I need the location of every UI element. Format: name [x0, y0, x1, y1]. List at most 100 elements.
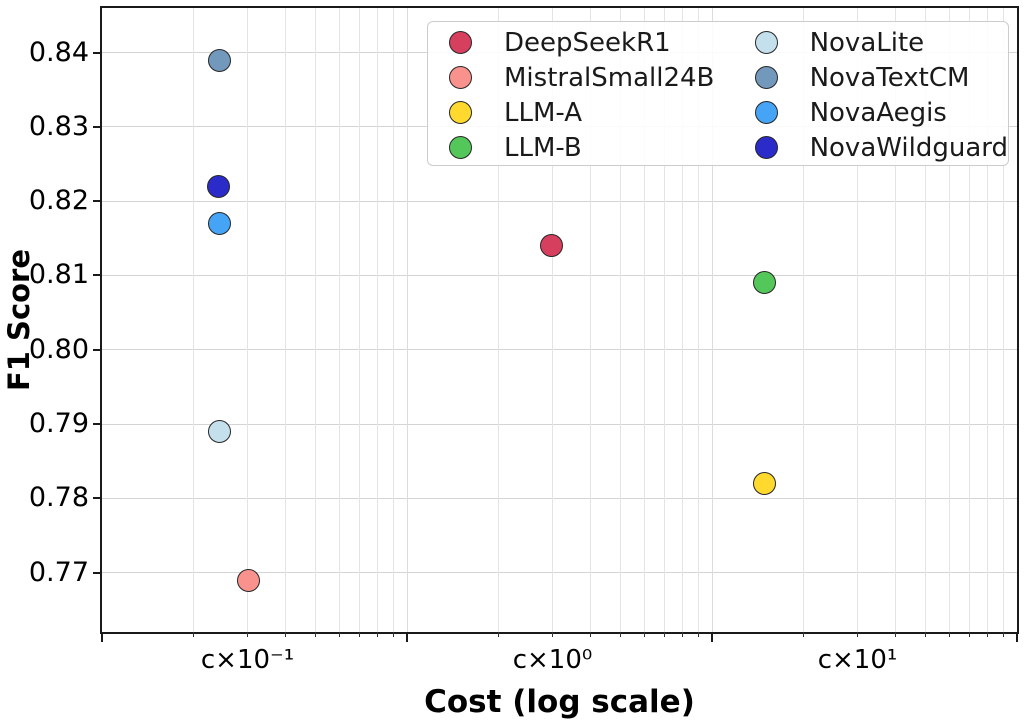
legend-label-NovaWildguard: NovaWildguard — [809, 132, 1008, 163]
legend-marker-icon-NovaAegis — [754, 101, 778, 124]
y-tick-0.77 — [93, 571, 102, 574]
data-point-NovaTextCM — [207, 48, 231, 72]
x-tick-minor-8e0 — [681, 632, 683, 637]
y-axis-title: F1 Score — [2, 248, 36, 392]
x-tick-minor-7e0 — [664, 632, 666, 637]
x-tick-label-c×10⁻¹: c×10⁻¹ — [200, 645, 295, 675]
gridline-x-minor-9e1 — [1002, 8, 1004, 632]
gridline-x-minor-7e-1 — [359, 8, 361, 632]
legend-marker-icon-DeepSeekR1 — [449, 31, 472, 54]
x-tick-minor-9e0 — [697, 632, 699, 637]
legend-label-MistralSmall24B: MistralSmall24B — [504, 62, 715, 93]
x-tick-minor-2e-1 — [193, 632, 195, 637]
gridline-x-minor-4e-1 — [285, 8, 287, 632]
legend-item-NovaWildguard: NovaWildguard — [754, 130, 1008, 165]
data-point-LLM-A — [753, 471, 777, 495]
legend-label-NovaTextCM: NovaTextCM — [809, 62, 970, 93]
x-tick-minor-2e0 — [498, 632, 500, 637]
y-tick-0.81 — [93, 274, 102, 277]
gridline-y-0.78 — [102, 497, 1017, 499]
legend-marker-icon-NovaLite — [754, 31, 778, 54]
x-tick-minor-9e1 — [1002, 632, 1004, 637]
legend-marker-icon-LLM-B — [449, 136, 472, 159]
data-point-LLM-B — [753, 271, 777, 295]
y-tick-label-0.81: 0.81 — [28, 259, 89, 291]
y-tick-0.83 — [93, 125, 102, 128]
x-tick-label-c×10⁰: c×10⁰ — [512, 645, 593, 675]
gridline-y-0.77 — [102, 572, 1017, 574]
x-tick-minor-7e-1 — [359, 632, 361, 637]
legend-marker-icon-NovaWildguard — [754, 136, 778, 159]
x-tick-major-1e0 — [406, 632, 408, 642]
gridline-x-minor-5e0 — [619, 8, 621, 632]
gridline-x-minor-4e0 — [590, 8, 592, 632]
gridline-y-0.81 — [102, 274, 1017, 276]
legend-column-2: NovaLite NovaTextCM NovaAegis NovaWildguard — [754, 25, 1008, 165]
gridline-x-minor-7e1 — [969, 8, 971, 632]
x-tick-minor-5e1 — [924, 632, 926, 637]
gridline-x-minor-8e0 — [681, 8, 683, 632]
x-tick-minor-3e-1 — [247, 632, 249, 637]
legend-item-NovaLite: NovaLite — [754, 25, 1008, 60]
gridline-x-minor-5e1 — [924, 8, 926, 632]
legend: DeepSeekR1 MistralSmall24B LLM-A LLM-B Nova… — [427, 21, 1009, 166]
gridline-x-minor-9e-1 — [392, 8, 394, 632]
gridline-y-0.79 — [102, 423, 1017, 425]
y-tick-label-0.79: 0.79 — [28, 408, 89, 439]
gridline-x-decade-1e1 — [711, 8, 713, 632]
x-tick-minor-4e-1 — [285, 632, 287, 637]
x-tick-major-1e2 — [1016, 632, 1018, 642]
y-tick-label-0.77: 0.77 — [28, 556, 89, 588]
x-tick-minor-4e0 — [590, 632, 592, 637]
x-tick-minor-6e1 — [948, 632, 950, 637]
x-tick-major-1e-1 — [101, 632, 103, 642]
x-tick-minor-8e-1 — [376, 632, 378, 637]
x-tick-minor-6e0 — [643, 632, 645, 637]
gridline-x-minor-3e-1 — [247, 8, 249, 632]
y-tick-0.82 — [93, 200, 102, 203]
gridline-x-minor-7e0 — [664, 8, 666, 632]
legend-item-DeepSeekR1: DeepSeekR1 — [449, 25, 755, 60]
legend-marker-icon-MistralSmall24B — [449, 66, 472, 89]
y-tick-0.79 — [93, 423, 102, 425]
x-tick-minor-2e1 — [803, 632, 805, 637]
legend-marker-icon-LLM-A — [449, 101, 472, 124]
gridline-x-minor-4e1 — [895, 8, 897, 632]
x-tick-minor-9e-1 — [392, 632, 394, 637]
gridline-x-decade-1e0 — [406, 8, 408, 632]
gridline-y-0.80 — [102, 349, 1017, 351]
x-tick-minor-8e1 — [986, 632, 988, 637]
gridline-y-0.82 — [102, 200, 1017, 202]
x-tick-minor-5e-1 — [314, 632, 316, 637]
gridline-x-minor-2e1 — [803, 8, 805, 632]
y-tick-label-0.84: 0.84 — [28, 36, 89, 68]
legend-item-MistralSmall24B: MistralSmall24B — [449, 60, 755, 95]
gridline-x-minor-2e0 — [498, 8, 500, 632]
legend-marker-icon-NovaTextCM — [754, 66, 778, 89]
gridline-x-minor-3e0 — [552, 8, 554, 632]
x-tick-minor-3e1 — [857, 632, 859, 637]
data-point-NovaWildguard — [207, 174, 230, 198]
y-tick-0.80 — [93, 348, 102, 351]
y-tick-0.78 — [93, 497, 102, 500]
data-point-DeepSeekR1 — [540, 234, 564, 258]
gridline-x-minor-9e0 — [697, 8, 699, 632]
x-tick-minor-6e-1 — [338, 632, 340, 637]
x-tick-minor-5e0 — [619, 632, 621, 637]
gridline-x-minor-3e1 — [857, 8, 859, 632]
x-tick-major-1e1 — [711, 632, 713, 642]
x-tick-minor-7e1 — [969, 632, 971, 637]
x-tick-label-c×10¹: c×10¹ — [817, 645, 898, 675]
y-tick-0.84 — [93, 51, 102, 54]
y-tick-label-0.82: 0.82 — [28, 185, 89, 217]
gridline-x-minor-2e-1 — [193, 8, 195, 632]
gridline-x-minor-5e-1 — [314, 8, 316, 632]
legend-label-NovaAegis: NovaAegis — [809, 97, 947, 128]
y-tick-label-0.83: 0.83 — [28, 110, 89, 142]
legend-label-NovaLite: NovaLite — [809, 27, 925, 58]
data-point-NovaLite — [208, 419, 232, 443]
legend-label-LLM-B: LLM-B — [504, 132, 582, 163]
legend-column-1: DeepSeekR1 MistralSmall24B LLM-A LLM-B — [449, 25, 755, 165]
legend-item-NovaTextCM: NovaTextCM — [754, 60, 1008, 95]
